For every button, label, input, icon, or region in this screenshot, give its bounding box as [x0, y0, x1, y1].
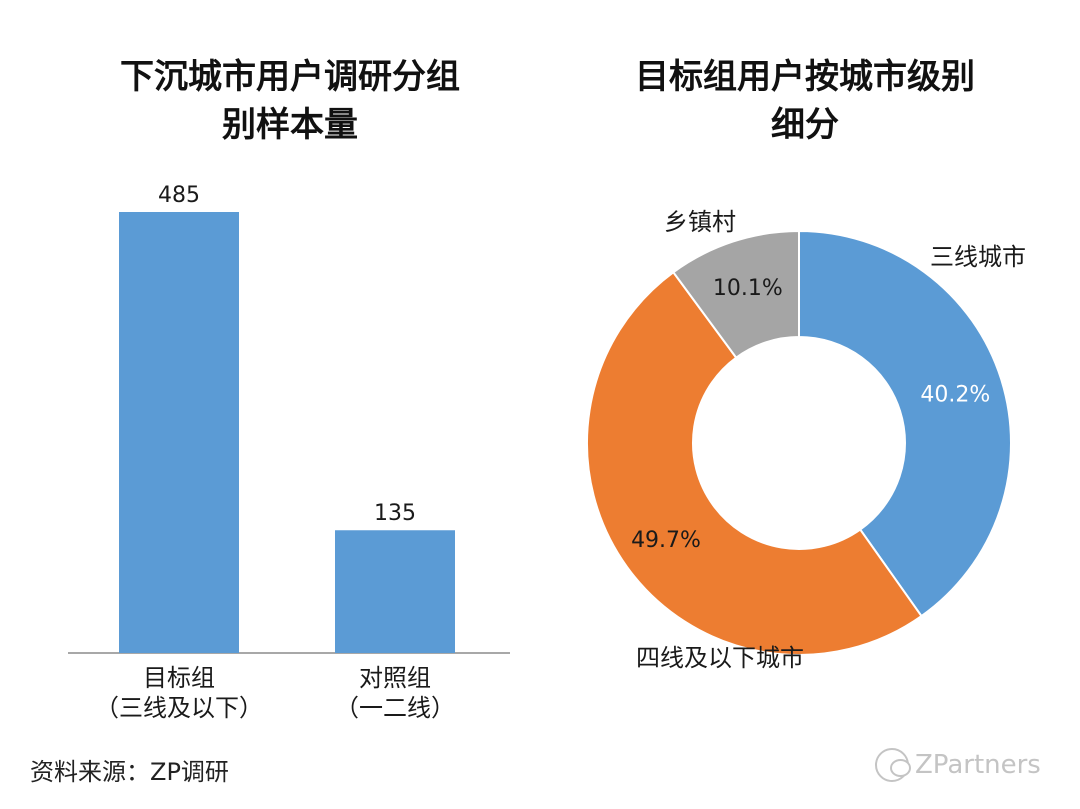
donut-slice-2: [671, 229, 800, 360]
watermark: ZPartners: [875, 748, 1041, 782]
bar-1: [335, 530, 455, 653]
source-note: 资料来源：ZP调研: [30, 758, 229, 786]
donut-chart-title-line1: 目标组用户按城市级别: [635, 57, 975, 97]
donut-pct-label-0: 40.2%: [920, 382, 990, 407]
bar-chart-title: 下沉城市用户调研分组 别样本量: [60, 53, 520, 149]
x-tick-label-0-line2: （三线及以下）: [95, 694, 263, 722]
donut-chart-title: 目标组用户按城市级别 细分: [570, 53, 1040, 149]
bar-value-label-1: 135: [374, 501, 416, 526]
bar-chart-title-line1: 下沉城市用户调研分组: [120, 57, 460, 97]
donut-category-label-1: 四线及以下城市: [636, 644, 804, 672]
x-tick-label-0-line1: 目标组: [143, 664, 215, 692]
donut-slice-1: [586, 270, 923, 656]
donut-pct-label-2: 10.1%: [713, 276, 783, 301]
wechat-icon: [875, 748, 911, 782]
bar-chart-title-line2: 别样本量: [222, 105, 358, 145]
donut-category-label-2: 乡镇村: [664, 208, 736, 236]
x-tick-label-1-line2: （一二线）: [335, 694, 455, 722]
donut-pct-label-1: 49.7%: [631, 528, 701, 553]
donut-category-label-0: 三线城市: [930, 243, 1026, 271]
bar-0: [119, 212, 239, 653]
x-tick-label-1-line1: 对照组: [359, 664, 431, 692]
donut-chart-title-line2: 细分: [771, 105, 839, 145]
bar-value-label-0: 485: [158, 183, 200, 208]
donut-slice-0: [798, 229, 1012, 618]
watermark-text: ZPartners: [915, 750, 1041, 780]
